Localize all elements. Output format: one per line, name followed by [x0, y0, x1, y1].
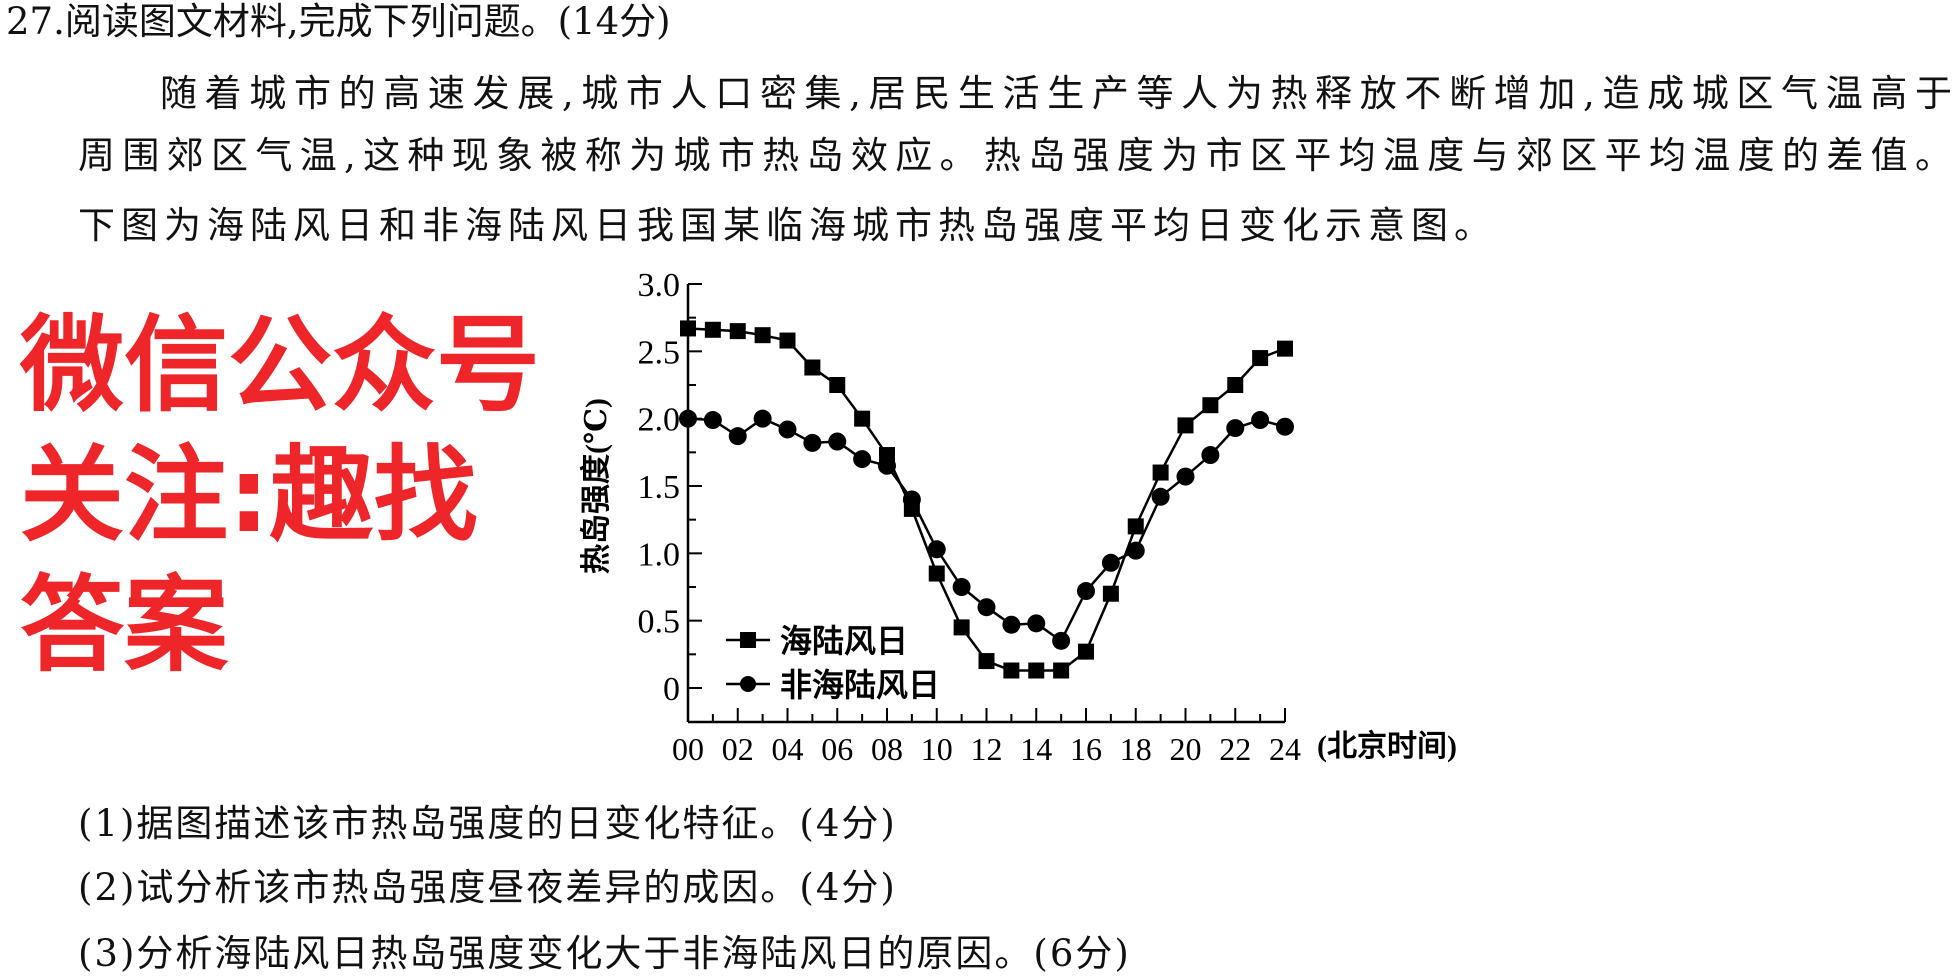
question-heading: 27.阅读图文材料,完成下列问题。(14分)	[6, 0, 671, 43]
y-tick-label: 0.5	[638, 604, 681, 641]
circle-marker	[1201, 446, 1220, 465]
circle-marker	[1176, 467, 1195, 486]
legend-label: 非海陆风日	[780, 667, 940, 703]
square-marker	[1152, 464, 1169, 481]
circle-marker	[679, 409, 697, 428]
x-tick-label: 14	[1020, 731, 1052, 767]
x-tick-label: 20	[1170, 731, 1202, 767]
x-tick-label: 16	[1070, 731, 1102, 767]
y-tick-label: 2.5	[638, 334, 681, 371]
circle-marker	[753, 409, 772, 428]
circle-marker	[1027, 614, 1046, 633]
circle-marker	[1101, 553, 1120, 572]
paragraph-line-1: 随着城市的高速发展,城市人口密集,居民生活生产等人为热释放不断增加,造成城区气温…	[160, 72, 1952, 115]
square-marker	[1252, 350, 1269, 367]
x-tick-label: 18	[1120, 731, 1152, 767]
square-marker	[1078, 643, 1094, 660]
sub-question-2: (2)试分析该市热岛强度昼夜差异的成因。(4分)	[78, 866, 897, 909]
circle-marker	[828, 432, 847, 451]
circle-marker	[902, 490, 921, 509]
x-tick-label: 08	[871, 731, 903, 767]
y-tick-label: 3.0	[638, 267, 681, 304]
circle-marker	[853, 450, 872, 469]
circle-marker	[1226, 419, 1245, 438]
chart-axes: 0 0.5 1.0 1.5 2.0 2.5 3.0 00 02 04 06 08 10 12 14 16 18 2…	[580, 267, 1457, 767]
x-tick-label: 04	[772, 731, 804, 767]
paragraph-line-3: 下图为海陆风日和非海陆风日我国某临海城市热岛强度平均日变化示意图。	[78, 204, 1497, 247]
square-marker	[1177, 417, 1194, 434]
sub-question-1: (1)据图描述该市热岛强度的日变化特征。(4分)	[78, 802, 897, 845]
circle-marker	[728, 427, 747, 446]
circle-marker	[1251, 411, 1270, 430]
square-marker	[1053, 662, 1070, 679]
circle-marker	[1002, 615, 1021, 634]
y-tick-label: 1.5	[638, 469, 681, 506]
square-marker	[804, 359, 821, 376]
square-marker	[779, 332, 796, 349]
x-tick-label: 12	[971, 731, 1003, 767]
square-marker	[829, 377, 846, 393]
legend-label: 海陆风日	[780, 623, 908, 659]
circle-marker	[1126, 541, 1145, 560]
y-tick-label: 0	[663, 671, 680, 708]
x-tick-label: 00	[672, 731, 704, 767]
square-marker	[729, 323, 746, 340]
square-marker	[1102, 585, 1119, 602]
series-line-1	[687, 327, 1286, 672]
square-marker	[1127, 518, 1144, 535]
square-marker	[928, 565, 945, 582]
circle-marker	[927, 540, 946, 559]
square-marker	[704, 321, 721, 338]
square-marker	[953, 619, 970, 636]
legend-square-marker	[740, 632, 756, 648]
circle-marker	[803, 433, 822, 452]
x-axis-label: (北京时间)	[1317, 729, 1457, 763]
square-marker	[1003, 662, 1020, 679]
circle-marker	[952, 578, 971, 596]
x-tick-label: 02	[722, 731, 754, 767]
circle-marker	[1276, 417, 1294, 436]
square-marker	[754, 327, 771, 344]
x-tick-label: 06	[821, 731, 853, 767]
circle-marker	[1151, 487, 1170, 506]
square-marker	[680, 320, 696, 337]
circle-marker	[1077, 582, 1095, 601]
chart-series	[679, 320, 1294, 679]
square-marker	[1028, 662, 1045, 679]
y-axis-label: 热岛强度(℃)	[580, 398, 613, 574]
square-marker	[1202, 397, 1219, 414]
legend-circle-marker	[740, 676, 756, 692]
y-tick-label: 1.0	[638, 536, 681, 573]
x-tick-label: 24	[1269, 731, 1301, 767]
square-marker	[978, 653, 995, 670]
circle-marker	[977, 598, 996, 617]
x-tick-label: 10	[921, 731, 953, 767]
y-tick-label: 2.0	[638, 402, 681, 439]
square-marker	[1277, 340, 1293, 357]
circle-marker	[878, 456, 896, 475]
paragraph-line-2: 周围郊区气温,这种现象被称为城市热岛效应。热岛强度为市区平均温度与郊区平均温度的…	[78, 134, 1952, 177]
x-tick-label: 22	[1219, 731, 1251, 767]
circle-marker	[1052, 631, 1071, 650]
square-marker	[854, 410, 871, 427]
square-marker	[1227, 377, 1244, 393]
circle-marker	[778, 420, 797, 439]
circle-marker	[703, 411, 722, 430]
sub-question-3: (3)分析海陆风日热岛强度变化大于非海陆风日的原因。(6分)	[78, 932, 1131, 975]
